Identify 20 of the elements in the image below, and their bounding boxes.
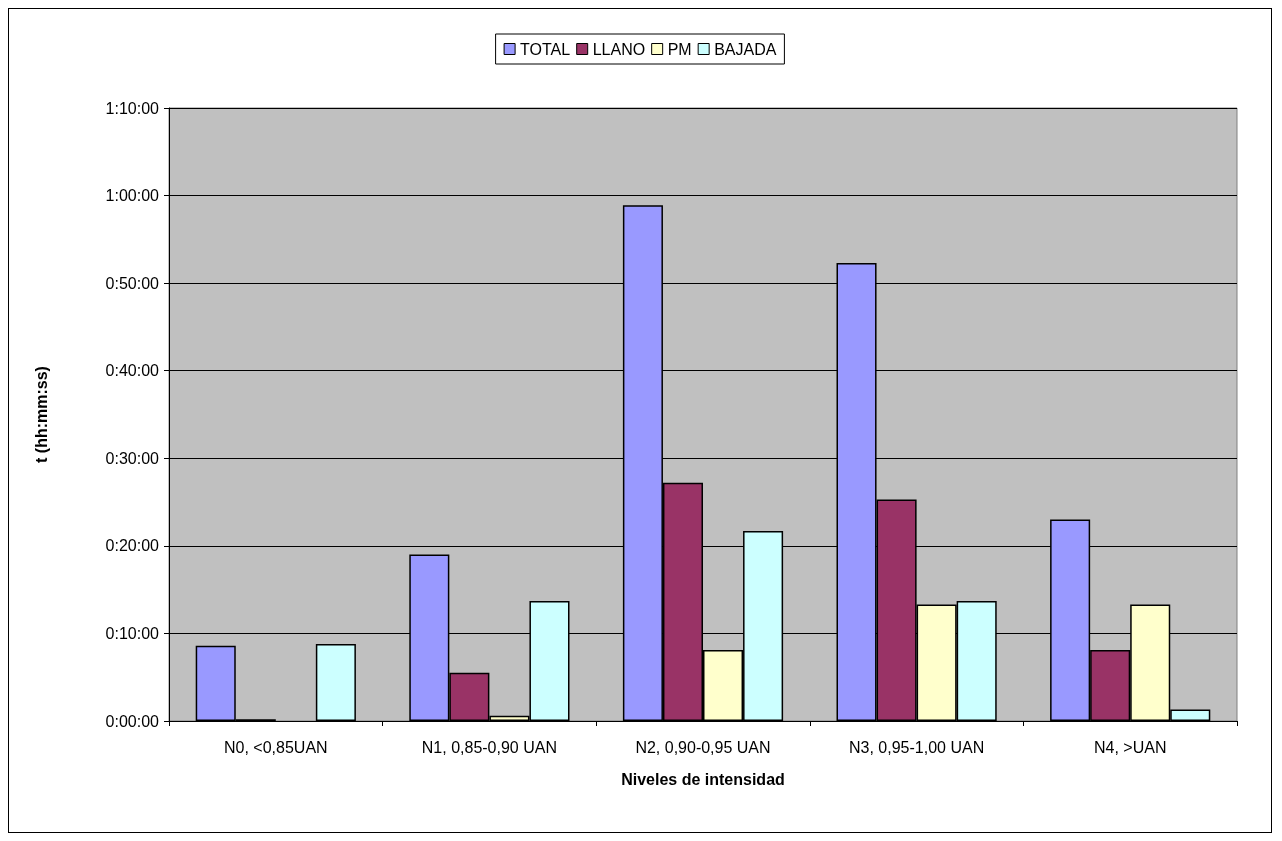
y-tick-label: 0:10:00	[105, 624, 160, 642]
x-tick-label: N1, 0,85-0,90 UAN	[421, 738, 557, 756]
x-tick-label: N2, 0,90-0,95 UAN	[635, 738, 771, 756]
y-tick-label: 1:10:00	[105, 99, 160, 117]
x-tick-label: N0, <0,85UAN	[224, 738, 328, 756]
x-tick-label: N4, >UAN	[1093, 738, 1167, 756]
y-tick-label: 1:00:00	[105, 187, 160, 205]
y-tick-label: 0:00:00	[105, 712, 160, 730]
y-tick-label: 0:30:00	[105, 449, 160, 467]
legend-label: LLANO	[592, 40, 646, 58]
legend-label: TOTAL	[520, 40, 571, 58]
y-tick-label: 0:50:00	[105, 274, 160, 292]
x-axis-title: Niveles de intensidad	[621, 770, 785, 788]
y-tick-label: 0:40:00	[105, 362, 160, 380]
y-axis-title: t (hh:mm:ss)	[32, 366, 50, 463]
y-tick-label: 0:20:00	[105, 537, 160, 555]
bar	[315, 643, 356, 721]
x-tick-label: N3, 0,95-1,00 UAN	[849, 738, 985, 756]
legend-label: PM	[667, 40, 692, 58]
legend-label: BAJADA	[714, 40, 777, 58]
